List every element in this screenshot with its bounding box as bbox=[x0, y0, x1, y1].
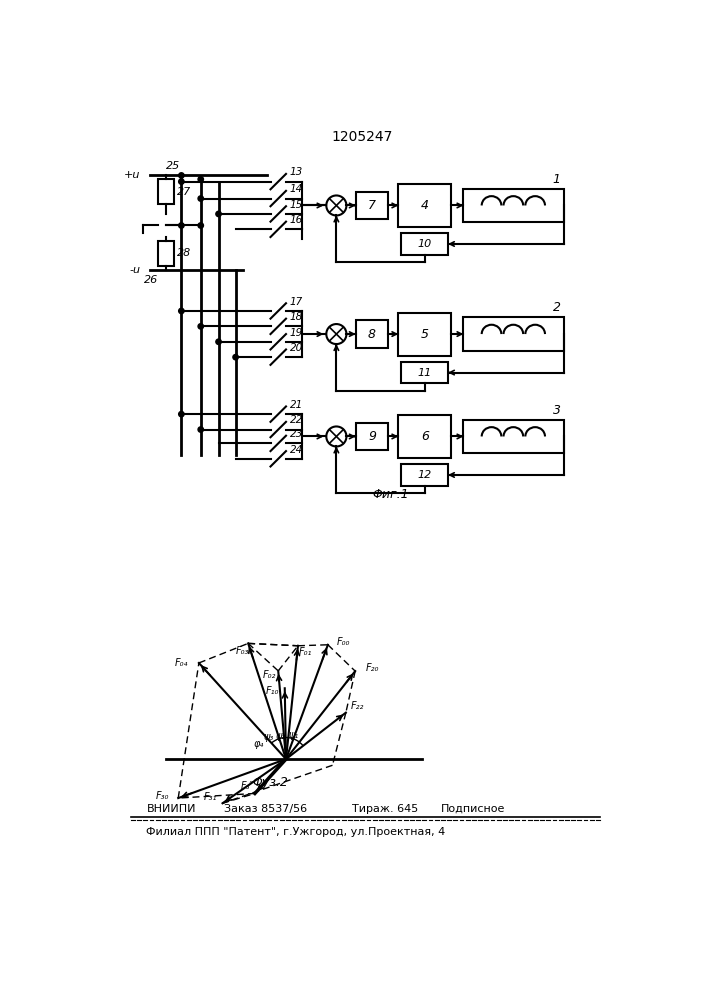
Text: F₂₂: F₂₂ bbox=[351, 701, 364, 711]
Text: 18: 18 bbox=[290, 312, 303, 322]
Bar bbox=[402, 362, 448, 383]
Text: 8: 8 bbox=[368, 328, 376, 341]
Text: 27: 27 bbox=[177, 187, 191, 197]
Bar bbox=[158, 179, 174, 204]
Text: 17: 17 bbox=[290, 297, 303, 307]
Bar bbox=[464, 420, 564, 453]
Text: F₁₀: F₁₀ bbox=[266, 686, 279, 696]
Bar bbox=[158, 241, 174, 266]
Circle shape bbox=[216, 211, 221, 217]
Text: -u: -u bbox=[129, 265, 140, 275]
Text: 10: 10 bbox=[418, 239, 432, 249]
Text: 12: 12 bbox=[418, 470, 432, 480]
Bar bbox=[356, 423, 388, 450]
Bar bbox=[356, 192, 388, 219]
Circle shape bbox=[179, 173, 184, 178]
Circle shape bbox=[179, 179, 184, 184]
Circle shape bbox=[233, 354, 238, 360]
Text: 7: 7 bbox=[368, 199, 376, 212]
Text: 21: 21 bbox=[290, 400, 303, 410]
Text: ψ₃: ψ₃ bbox=[263, 732, 274, 742]
Text: Φиг.1: Φиг.1 bbox=[373, 488, 409, 501]
Bar bbox=[398, 184, 451, 227]
Bar bbox=[402, 233, 448, 255]
Text: ВНИИПИ: ВНИИПИ bbox=[146, 804, 196, 814]
Text: 1205247: 1205247 bbox=[332, 130, 392, 144]
Circle shape bbox=[179, 411, 184, 417]
Text: 24: 24 bbox=[290, 445, 303, 455]
Text: F₃₀: F₃₀ bbox=[156, 791, 170, 801]
Text: 28: 28 bbox=[177, 248, 191, 258]
Text: 11: 11 bbox=[418, 368, 432, 378]
Text: 22: 22 bbox=[290, 415, 303, 425]
Text: F₃₁: F₃₁ bbox=[204, 792, 218, 802]
Text: F₀₂: F₀₂ bbox=[262, 670, 276, 680]
Text: ψ₂: ψ₂ bbox=[276, 731, 286, 741]
Text: +u: +u bbox=[124, 170, 140, 180]
Text: Заказ 8537/56: Заказ 8537/56 bbox=[224, 804, 307, 814]
Text: 16: 16 bbox=[290, 215, 303, 225]
Bar bbox=[402, 464, 448, 486]
Circle shape bbox=[198, 223, 204, 228]
Text: 5: 5 bbox=[421, 328, 428, 341]
Text: Подписное: Подписное bbox=[441, 804, 506, 814]
Text: 2: 2 bbox=[552, 301, 561, 314]
Bar bbox=[464, 189, 564, 222]
Text: 20: 20 bbox=[290, 343, 303, 353]
Text: φ₄: φ₄ bbox=[253, 739, 264, 749]
Circle shape bbox=[179, 223, 184, 228]
Bar bbox=[398, 312, 451, 356]
Text: F₂₀: F₂₀ bbox=[366, 663, 379, 673]
Text: 23: 23 bbox=[290, 429, 303, 439]
Circle shape bbox=[198, 196, 204, 201]
Text: 6: 6 bbox=[421, 430, 428, 443]
Text: F₀₃: F₀₃ bbox=[235, 646, 249, 656]
Text: 1: 1 bbox=[552, 173, 561, 186]
Text: F₀₀: F₀₀ bbox=[337, 637, 350, 647]
Text: F₀₄: F₀₄ bbox=[175, 658, 189, 668]
Text: F₀₁: F₀₁ bbox=[299, 647, 312, 657]
Bar bbox=[356, 320, 388, 348]
Text: 13: 13 bbox=[290, 167, 303, 177]
Text: 15: 15 bbox=[290, 200, 303, 210]
Text: F₃″: F₃″ bbox=[240, 781, 254, 791]
Circle shape bbox=[198, 427, 204, 432]
Text: 19: 19 bbox=[290, 328, 303, 338]
Text: 3: 3 bbox=[552, 404, 561, 417]
Circle shape bbox=[216, 339, 221, 344]
Text: ψ₁: ψ₁ bbox=[288, 730, 299, 740]
Bar bbox=[398, 415, 451, 458]
Text: Φуз.2: Φуз.2 bbox=[252, 776, 288, 789]
Bar bbox=[464, 317, 564, 351]
Text: Филиал ППП "Патент", г.Ужгород, ул.Проектная, 4: Филиал ППП "Патент", г.Ужгород, ул.Проек… bbox=[146, 827, 445, 837]
Circle shape bbox=[198, 177, 204, 182]
Text: 25: 25 bbox=[166, 161, 180, 171]
Text: 9: 9 bbox=[368, 430, 376, 443]
Circle shape bbox=[198, 324, 204, 329]
Text: 14: 14 bbox=[290, 184, 303, 194]
Circle shape bbox=[179, 308, 184, 314]
Text: 4: 4 bbox=[421, 199, 428, 212]
Text: Тираж. 645: Тираж. 645 bbox=[352, 804, 418, 814]
Text: 26: 26 bbox=[144, 275, 158, 285]
